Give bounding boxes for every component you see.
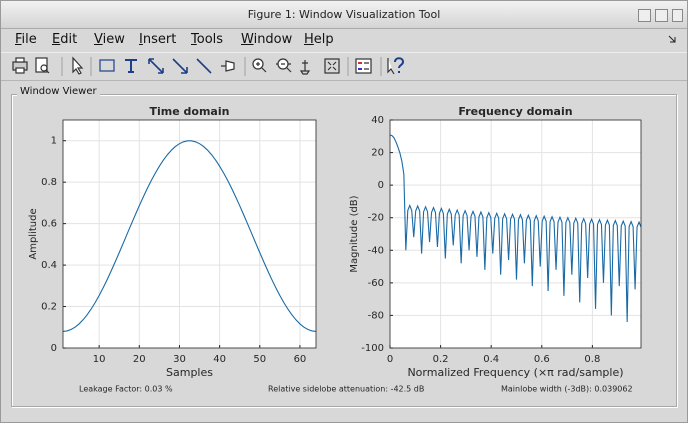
x-tick-label: 0 (387, 354, 393, 365)
menu-item[interactable]: Help (304, 32, 334, 47)
select-button[interactable] (72, 56, 84, 75)
window-title: Figure 1: Window Visualization Tool (247, 8, 441, 21)
y-axis-label: Magnitude (dB) (349, 195, 360, 272)
axes-box (62, 119, 317, 349)
zoom-out-button[interactable] (276, 58, 292, 73)
y-tick-label: 0 (51, 343, 57, 354)
menu-item[interactable]: Insert (139, 32, 177, 47)
y-tick-label: 40 (371, 115, 384, 126)
x-tick-label: 40 (213, 354, 226, 365)
pin-button[interactable] (221, 60, 235, 72)
y-tick-label: 0.2 (41, 302, 57, 313)
double-arrow-button[interactable] (148, 58, 164, 74)
data-line (62, 140, 317, 332)
x-tick-label: 30 (173, 354, 186, 365)
footer-text: Mainlobe width (-3dB): 0.039062 (501, 385, 633, 394)
x-tick-label: 0.6 (534, 354, 550, 365)
menu-item[interactable]: File (15, 32, 37, 47)
panel (11, 94, 677, 407)
chart-title: Time domain (150, 105, 230, 118)
y-tick-label: 0.6 (41, 219, 57, 230)
legend-button[interactable] (355, 58, 372, 74)
footer-text: Leakage Factor: 0.03 % (79, 385, 173, 394)
panel-title: Window Viewer (17, 86, 100, 97)
x-axis-label: Samples (166, 366, 213, 379)
y-tick-label: 0.8 (41, 177, 57, 188)
y-axis-label: Amplitude (28, 208, 39, 259)
y-tick-label: 0 (378, 180, 384, 191)
help-button[interactable] (387, 57, 405, 75)
y-tick-label: 0.4 (41, 260, 57, 271)
x-tick-label: 0.8 (584, 354, 600, 365)
menu-item[interactable]: View (94, 32, 125, 47)
minimize-button[interactable] (638, 9, 651, 22)
x-tick-label: 10 (93, 354, 106, 365)
x-tick-label: 0.2 (433, 354, 449, 365)
axes-box (389, 119, 642, 349)
data-line (389, 134, 642, 322)
arrow-button[interactable] (172, 58, 188, 74)
print-preview-button[interactable] (35, 57, 50, 74)
x-axis-label: Normalized Frequency (×π rad/sample) (407, 366, 623, 379)
menu-item[interactable]: Tools (191, 32, 224, 47)
plot-area (63, 120, 316, 348)
y-tick-label: -80 (368, 310, 384, 321)
rectangle-button[interactable] (99, 59, 115, 72)
y-tick-label: 1 (51, 136, 57, 147)
menu-item[interactable]: Window (241, 32, 293, 47)
text-button[interactable] (125, 59, 137, 73)
pan-button[interactable] (299, 60, 311, 75)
y-tick-label: -60 (368, 278, 384, 289)
zoom-in-button[interactable] (252, 58, 267, 73)
x-tick-label: 0.4 (483, 354, 499, 365)
line-button[interactable] (196, 58, 212, 74)
y-tick-label: -100 (361, 343, 384, 354)
menu-item[interactable]: Edit (52, 32, 78, 47)
footer-text: Relative sidelobe attenuation: -42.5 dB (268, 385, 424, 394)
y-tick-label: 20 (371, 148, 384, 159)
chart-title: Frequency domain (458, 105, 572, 118)
close-button[interactable] (672, 9, 683, 22)
menu-bar: File Edit View Insert Tools Window Help (1, 29, 687, 51)
x-tick-label: 20 (133, 354, 146, 365)
y-tick-label: -20 (368, 213, 384, 224)
title-bar: Figure 1: Window Visualization Tool (1, 1, 687, 29)
x-tick-label: 60 (294, 354, 307, 365)
y-tick-label: -40 (368, 245, 384, 256)
dock-arrow[interactable] (667, 34, 677, 44)
toolbar (1, 52, 687, 81)
x-tick-label: 50 (253, 354, 266, 365)
zoom-fit-button[interactable] (324, 58, 340, 74)
print-button[interactable] (12, 57, 28, 74)
maximize-button[interactable] (655, 9, 668, 22)
